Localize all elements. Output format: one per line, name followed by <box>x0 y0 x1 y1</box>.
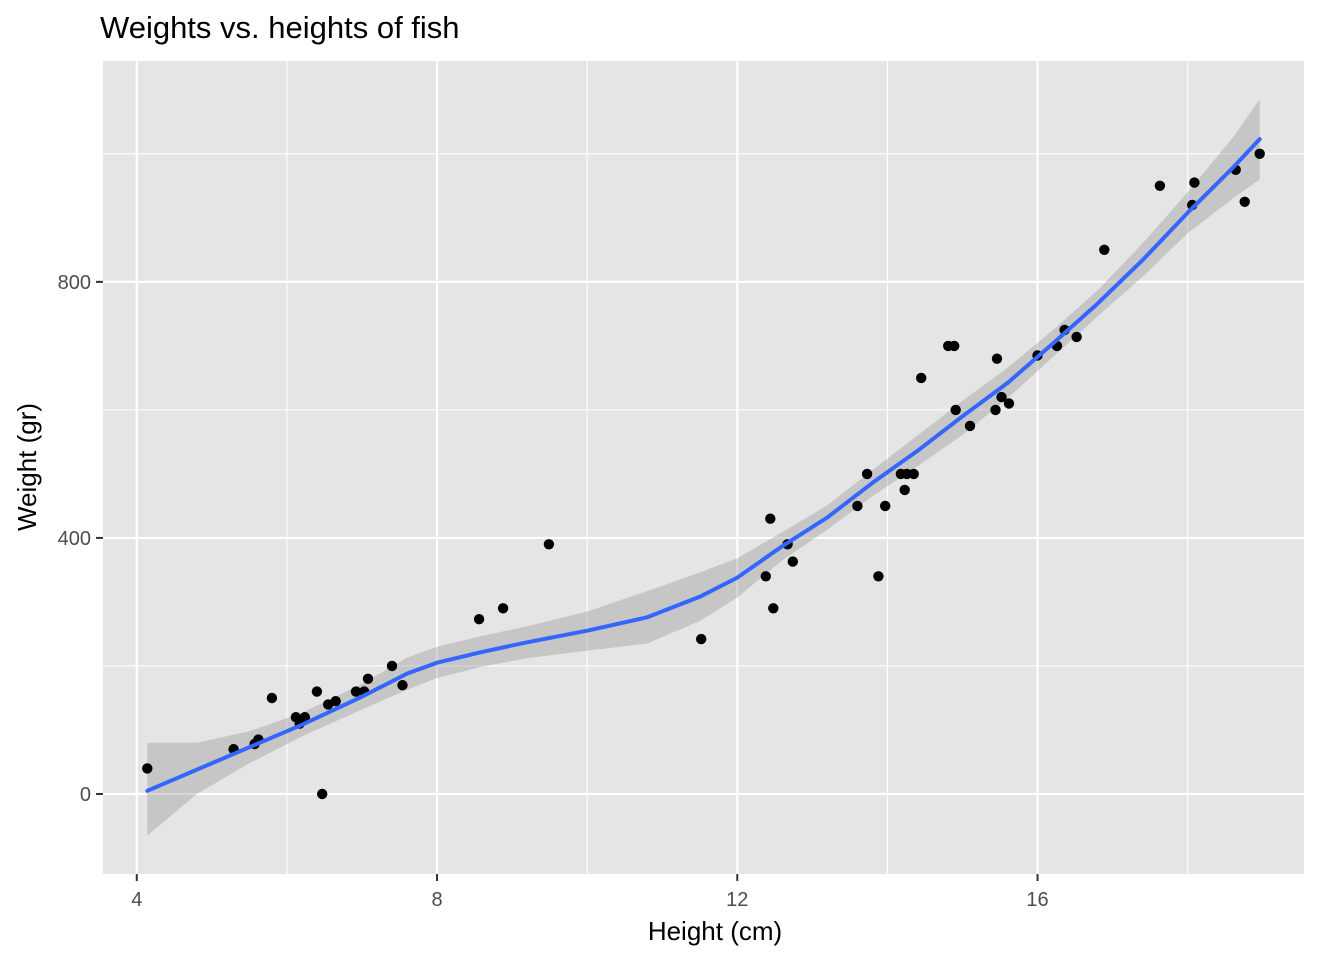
data-point <box>916 372 927 384</box>
data-point <box>880 500 891 512</box>
data-point <box>991 353 1003 364</box>
data-point <box>964 420 976 432</box>
y-tick-label: 400 <box>58 528 91 550</box>
smooth-line <box>145 137 1262 793</box>
x-tick-label: 4 <box>131 889 142 911</box>
x-axis: 4 8 12 16 <box>131 874 1049 911</box>
data-point <box>1154 180 1166 191</box>
data-point <box>497 603 509 614</box>
data-point <box>990 404 1001 416</box>
data-point <box>1099 244 1110 255</box>
data-point <box>311 686 323 697</box>
data-point <box>473 614 485 625</box>
data-point <box>768 603 779 614</box>
y-tick-label: 0 <box>80 784 91 806</box>
data-point <box>787 556 798 567</box>
data-point <box>543 539 555 550</box>
data-point <box>1071 331 1082 343</box>
data-point <box>350 686 362 697</box>
data-point <box>397 680 408 691</box>
chart-title: Weights vs. heights of fish <box>100 10 460 45</box>
data-point <box>317 788 328 800</box>
data-point <box>899 484 910 496</box>
x-tick-label: 12 <box>726 889 748 911</box>
y-axis: 0 400 800 <box>58 272 103 806</box>
data-point <box>950 404 961 416</box>
data-point <box>861 468 873 480</box>
grid-minor <box>103 61 1304 874</box>
data-point <box>362 673 374 684</box>
data-point <box>266 692 278 704</box>
y-axis-title: Weight (gr) <box>12 403 42 531</box>
confidence-band <box>147 99 1260 836</box>
data-point <box>696 633 707 645</box>
x-tick-label: 16 <box>1026 889 1048 911</box>
data-point <box>1254 148 1265 159</box>
y-tick-label: 800 <box>58 272 91 294</box>
data-point <box>908 468 919 480</box>
plot-panel <box>103 61 1304 874</box>
grid-major <box>103 61 1304 874</box>
data-point <box>142 763 153 774</box>
data-point <box>299 712 311 723</box>
data-point <box>1003 398 1015 409</box>
data-point <box>949 340 960 352</box>
data-point <box>852 500 863 512</box>
data-point <box>1189 177 1200 188</box>
x-axis-title: Height (cm) <box>648 916 782 946</box>
data-point <box>1239 196 1250 207</box>
data-point <box>765 513 776 524</box>
x-tick-label: 8 <box>431 889 442 911</box>
data-point <box>873 571 884 582</box>
data-point <box>760 571 771 582</box>
data-point <box>330 696 341 707</box>
data-points <box>142 148 1265 800</box>
data-point <box>386 660 398 672</box>
data-point <box>996 391 1007 403</box>
